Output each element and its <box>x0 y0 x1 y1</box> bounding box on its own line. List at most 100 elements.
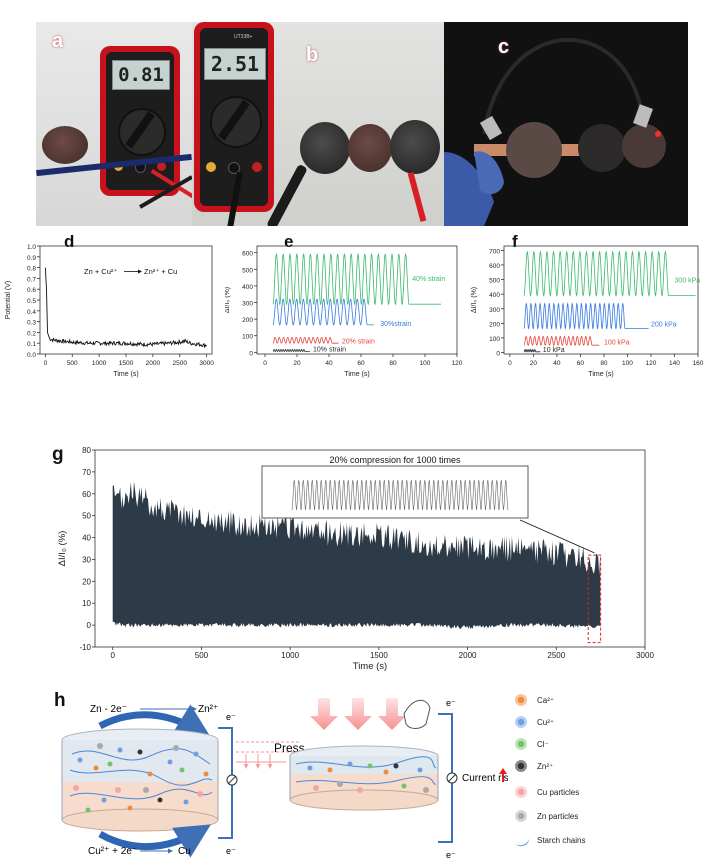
series-line <box>272 336 339 344</box>
y-tick-label: 0.4 <box>27 309 36 316</box>
plot-frame <box>39 245 213 355</box>
x-tick-label: 80 <box>600 360 608 367</box>
reaction-annotation-left: Zn + Cu²⁺ <box>84 267 117 276</box>
series-label: 100 kPa <box>604 340 630 347</box>
lcd-display: 2.51 <box>204 48 266 80</box>
y-tick-label: -10 <box>79 643 91 652</box>
y-tick-label: 40 <box>82 534 91 543</box>
top-reaction-left: Zn - 2e⁻ <box>90 704 127 715</box>
multimeter-b: 2.51 UT33B+ <box>194 22 274 212</box>
x-tick-label: 0 <box>263 360 267 367</box>
x-tick-label: 20 <box>293 360 301 367</box>
x-tick-label: 2500 <box>547 651 565 660</box>
starch-chain-icon <box>513 832 531 848</box>
reaction-annotation-right: Zn²⁺ + Cu <box>144 267 177 276</box>
x-axis-label: Time (s) <box>344 371 369 378</box>
x-tick-label: 500 <box>67 360 78 367</box>
y-tick-label: 50 <box>82 512 91 521</box>
y-tick-label: 10 <box>82 599 91 608</box>
y-tick-label: 300 <box>242 300 253 307</box>
chart-f: 0 20 40 60 80 100 120 140 160 0 100 200 300 400 500 600… <box>471 245 704 378</box>
legend-label: Cl⁻ <box>537 739 549 749</box>
inset-cycles-line <box>291 479 509 511</box>
panel-label-a: a <box>52 30 64 52</box>
y-tick-label: 700 <box>489 248 500 255</box>
current-label: Current rise <box>462 773 508 784</box>
y-tick-label: 100 <box>242 334 253 341</box>
chart-g: 0 500 1000 1500 2000 2500 3000 -10 0 10 20 30 40 50 60… <box>57 446 654 672</box>
legend-item: Cl⁻ <box>515 734 549 754</box>
chart-e: 0 20 40 60 80 100 120 0 100 200 300 400 500 600 Time (… <box>225 245 463 378</box>
x-tick-label: 2000 <box>146 360 161 367</box>
y-tick-label: 600 <box>242 251 253 258</box>
legend-dot-icon <box>515 810 527 822</box>
x-tick-label: 500 <box>195 651 209 660</box>
y-tick-label: 400 <box>242 284 253 291</box>
plot-frame <box>94 449 646 648</box>
cycling-response-area <box>112 481 601 630</box>
legend-item: Cu particles <box>515 782 579 802</box>
x-tick-label: 1500 <box>119 360 134 367</box>
inset-frame <box>261 465 529 519</box>
y-tick-label: 1.0 <box>27 244 36 251</box>
x-tick-label: 1000 <box>281 651 299 660</box>
panel-label-c: c <box>498 36 510 58</box>
x-tick-label: 60 <box>577 360 585 367</box>
inset-title: 20% compression for 1000 times <box>329 455 461 465</box>
panel-label-f: f <box>512 232 518 251</box>
x-tick-label: 0 <box>508 360 512 367</box>
legend-label: Ca²⁺ <box>537 695 555 705</box>
multimeter-a: 0.81 <box>100 46 180 196</box>
legend-dot-icon <box>515 760 527 772</box>
x-tick-label: 100 <box>420 360 431 367</box>
y-tick-label: 600 <box>489 263 500 270</box>
y-axis-label: ΔI/I₀ (%) <box>471 287 478 313</box>
y-tick-label: 0.9 <box>27 255 36 262</box>
photo-b: 2.51 UT33B+ <box>192 22 444 226</box>
electron-label-bottom-left: e⁻ <box>226 846 236 856</box>
y-axis-label: ΔI/I₀ (%) <box>225 287 231 313</box>
x-tick-label: 160 <box>693 360 704 367</box>
legend-item: Cu²⁺ <box>515 712 554 732</box>
y-tick-label: 0.5 <box>27 298 36 305</box>
y-tick-label: 80 <box>82 446 91 455</box>
y-tick-label: 0 <box>249 350 253 357</box>
y-tick-label: 0.2 <box>27 330 36 337</box>
y-axis-label: ΔI/I₀ (%) <box>57 531 68 567</box>
top-reaction-right: Zn²⁺ <box>198 704 218 715</box>
y-tick-label: 20 <box>82 577 91 586</box>
x-tick-label: 100 <box>622 360 633 367</box>
inset-pointer <box>519 519 595 554</box>
meter-model: UT33B+ <box>234 34 253 40</box>
x-tick-label: 2000 <box>459 651 477 660</box>
electron-label-bottom-right: e⁻ <box>446 850 456 860</box>
series-label: 40% strain <box>412 276 445 283</box>
legend-label: Cu²⁺ <box>537 717 555 727</box>
x-tick-label: 40 <box>553 360 561 367</box>
x-tick-label: 120 <box>452 360 463 367</box>
series-label: 200 kPa <box>651 321 677 328</box>
panel-label-b: b <box>306 44 319 66</box>
x-tick-label: 3000 <box>636 651 654 660</box>
y-tick-label: 500 <box>489 278 500 285</box>
series-line <box>523 348 541 353</box>
series-label: 20% strain <box>342 339 375 346</box>
y-tick-label: 30 <box>82 555 91 564</box>
y-tick-label: 60 <box>82 490 91 499</box>
panel-label-g: g <box>52 444 64 465</box>
y-tick-label: 0.3 <box>27 320 36 327</box>
plot-frame <box>256 245 458 355</box>
sample-disc <box>390 120 440 174</box>
photo-c <box>444 22 688 226</box>
y-tick-label: 200 <box>489 321 500 328</box>
legend-label: Cu particles <box>537 787 580 797</box>
legend-item: Zn particles <box>515 806 578 826</box>
legend-item: Starch chains <box>513 830 585 850</box>
legend-dot-icon <box>515 738 527 750</box>
x-tick-label: 2500 <box>173 360 188 367</box>
legend-item: Ca²⁺ <box>515 690 554 710</box>
series-label: 10 kPa <box>543 347 565 354</box>
sample-disc <box>348 124 392 172</box>
up-arrow-icon <box>499 768 507 782</box>
y-axis-label: Potential (V) <box>5 281 12 320</box>
